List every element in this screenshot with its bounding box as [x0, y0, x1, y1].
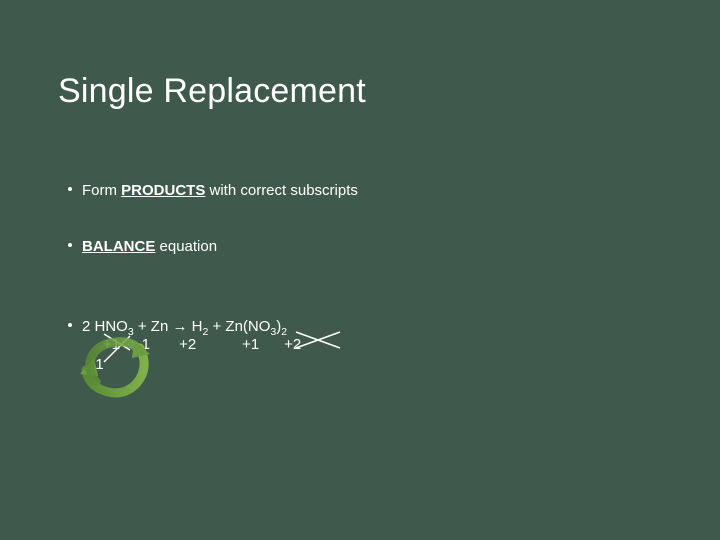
bullet-1-prefix: Form — [82, 182, 121, 199]
bullet-dot-icon — [68, 187, 72, 191]
slide-title: Single Replacement — [58, 72, 366, 111]
bullet-1: Form PRODUCTS with correct subscripts — [82, 180, 358, 201]
criss-cross-lines-right — [292, 328, 352, 352]
curved-arrow-icon — [78, 330, 168, 400]
bullet-dot-icon — [68, 243, 72, 247]
bullet-dot-icon — [68, 323, 72, 327]
bullet-1-suffix: with correct subscripts — [205, 182, 358, 199]
bullet-2: BALANCE equation — [82, 236, 217, 257]
bullet-2-suffix: equation — [155, 238, 217, 255]
bullet-1-underlined: PRODUCTS — [121, 182, 205, 199]
bullet-2-underlined: BALANCE — [82, 238, 155, 255]
